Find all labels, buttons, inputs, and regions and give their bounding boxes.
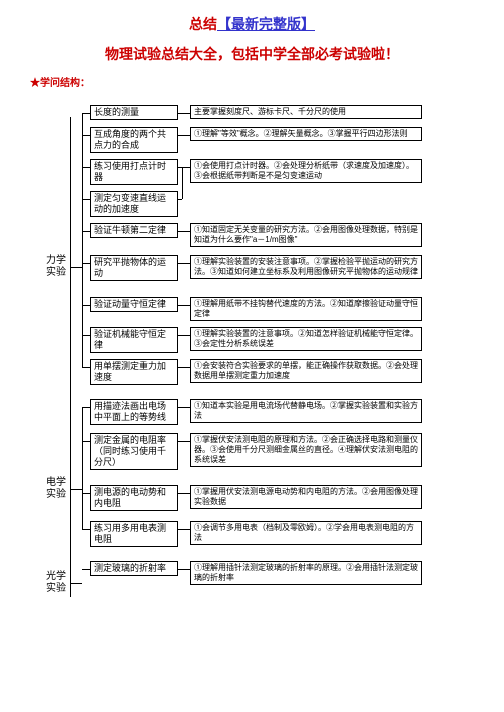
subject-box: 测电源的电动势和内电阻 [90,485,178,511]
connector-to-desc [178,263,190,264]
join-up-line [182,167,183,199]
desc-box: ①会调节多用电表（档制及零欧姆）。②学会用电表测电阻的方法 [190,521,422,545]
desc-box: 主要掌握刻度尺、游标卡尺、千分尺的使用 [190,105,422,119]
connector-to-desc [178,135,190,136]
connector-to-subject [82,529,90,530]
connector-to-desc [178,493,190,494]
connector-to-subject [82,407,90,408]
connector-to-subject [82,305,90,306]
category-label-mech: 力学 实验 [42,255,70,279]
connector-to-desc [178,231,190,232]
connector-to-desc [178,335,190,336]
connector-to-desc [178,529,190,530]
desc-box: ①理解用插针法测定玻璃的折射率的原理。②会用插针法测定玻璃的折射率 [190,561,422,585]
desc-box: ①掌握用伏安法测电源电动势和内电阻的方法。②会用图像处理实验数据 [190,485,422,509]
main-title: 总结【最新完整版】 [0,0,504,34]
connector-to-desc [178,569,190,570]
root-to-subtree-mech [70,267,82,268]
connector-to-desc [178,367,190,368]
desc-box: ①知道本实验是用电流场代替静电场。②掌握实验装置和实验方法 [190,399,422,423]
category-label-opt: 光学 实验 [42,571,70,595]
subject-box: 验证机械能守恒定律 [90,327,178,353]
subject-box: 测定玻璃的折射率 [90,561,178,576]
subject-box: 测定匀变速直线运动的加速度 [90,191,178,217]
subject-box: 练习使用打点计时器 [90,159,178,185]
subject-box: 验证牛顿第二定律 [90,223,178,238]
subject-box: 长度的测量 [90,105,178,120]
subject-box: 研究平抛物体的运动 [90,255,178,281]
category-label-elec: 电学 实验 [42,477,70,501]
connector-to-subject [82,263,90,264]
subject-box: 用描迹法画出电场中平面上的等势线 [90,399,178,425]
connector-to-subject [82,569,90,570]
subtree-bracket-mech [82,113,83,367]
main-title-prefix: 总结 [189,16,217,32]
join-up-h [178,199,182,200]
connector-to-desc [178,407,190,408]
subtree-bracket-elec [82,407,83,529]
desc-box: ①会使用打点计时器。②会处理分析纸带（求速度及加速度）。③会根据纸带判断是不是匀… [190,159,422,183]
desc-box: ①会安装符合实验要求的单摆，能正确操作获取数据。②会处理数据用单摆测定重力加速度 [190,359,422,383]
connector-to-subject [82,113,90,114]
connector-to-subject [82,231,90,232]
connector-to-subject [82,335,90,336]
subtitle: 物理试验总结大全，包括中学全部必考试验啦！ [0,34,504,64]
connector-to-desc [178,113,190,114]
main-title-bracket: 【最新完整版】 [217,16,315,32]
root-to-subtree-opt [70,583,82,584]
root-bracket-line [70,117,71,597]
connector-to-desc [178,441,190,442]
desc-box: ①理解实验装置的安装注意事项。②掌握检验平抛运动的研究方法。③知道如何建立坐标系… [190,255,422,279]
connector-to-subject [82,493,90,494]
connector-to-subject [82,199,90,200]
subject-box: 验证动量守恒定律 [90,297,178,312]
desc-box: ①知道固定无关变量的研究方法。②会用图像处理数据，特别是知道为什么要作"a－1/… [190,223,422,247]
connector-to-desc [178,305,190,306]
desc-box: ①理解"等效"概念。②理解矢量概念。③掌握平行四边形法则 [190,127,422,141]
connector-to-desc [178,167,190,168]
subject-box: 用单摆测定重力加速度 [90,359,178,385]
connector-to-subject [82,167,90,168]
connector-to-subject [82,135,90,136]
connector-to-subject [82,441,90,442]
root-to-subtree-elec [70,489,82,490]
connector-to-subject [82,367,90,368]
desc-box: ①理解用纸带不挂钩替代速度的方法。②知道摩擦验证动量守恒定律 [190,297,422,321]
subject-box: 练习用多用电表测电阻 [90,521,178,547]
knowledge-tree-diagram: 力学 实验电学 实验光学 实验 长度的测量主要掌握刻度尺、游标卡尺、千分尺的使用互… [30,97,474,637]
subject-box: 互成角度的两个共点力的合成 [90,127,178,153]
subject-box: 测定金属的电阻率（同时练习使用千分尺） [90,433,178,470]
section-head: ★学问结构： [0,64,504,93]
desc-box: ①掌握伏安法测电阻的原理和方法。②会正确选择电路和测量仪器。③会使用千分尺测细金… [190,433,422,467]
desc-box: ①理解实验装置的注意事项。②知道怎样验证机械能守恒定律。③会定性分析系统误差 [190,327,422,351]
